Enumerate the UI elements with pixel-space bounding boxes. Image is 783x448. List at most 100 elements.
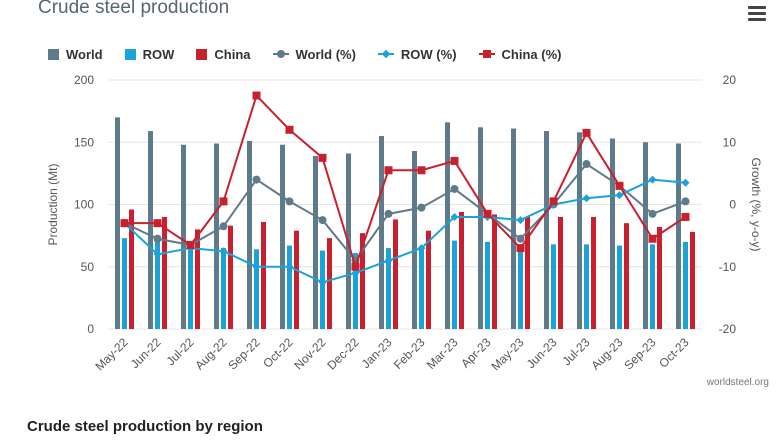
x-tick-label: Oct-23 bbox=[656, 335, 692, 371]
legend-swatch-china bbox=[196, 48, 208, 60]
marker-china-pct-feb-23 bbox=[417, 166, 426, 175]
marker-world-pct-nov-22 bbox=[318, 216, 327, 225]
bar-china-oct-22 bbox=[294, 230, 299, 329]
bar-world-jun-23 bbox=[544, 131, 549, 329]
marker-row-pct-may-23 bbox=[516, 216, 525, 225]
marker-china-pct-may-23 bbox=[516, 244, 525, 253]
legend-swatch-world bbox=[48, 48, 59, 60]
marker-row-pct-sep-22 bbox=[252, 262, 261, 271]
x-tick-label: May-22 bbox=[92, 335, 130, 373]
bar-row-aug-22 bbox=[221, 248, 226, 329]
bar-china-mar-23 bbox=[459, 211, 464, 329]
bar-row-apr-23 bbox=[485, 241, 490, 329]
marker-china-pct-may-22 bbox=[120, 219, 129, 228]
y-tick-label: 0 bbox=[87, 322, 94, 336]
credit-link[interactable]: worldsteel.org bbox=[706, 377, 769, 388]
bar-world-sep-22 bbox=[247, 141, 252, 329]
bar-row-aug-23 bbox=[617, 245, 622, 329]
bar-china-aug-22 bbox=[228, 225, 233, 329]
y-tick-label: 200 bbox=[74, 73, 94, 87]
legend-swatch-world-pct bbox=[272, 49, 289, 59]
chart-title: Crude steel production bbox=[38, 0, 230, 18]
y-tick-label: 150 bbox=[74, 135, 94, 149]
marker-china-pct-jun-23 bbox=[549, 197, 558, 206]
x-tick-label: Aug-22 bbox=[192, 335, 229, 372]
legend-item-china-pct[interactable]: China (%) bbox=[478, 47, 561, 62]
bar-world-nov-22 bbox=[313, 155, 318, 329]
y2-axis-title: Growth (%, y-o-y) bbox=[749, 157, 763, 251]
legend-label-world-pct: World (%) bbox=[295, 46, 356, 62]
line-row-pct bbox=[123, 178, 686, 284]
y-tick-label: 50 bbox=[81, 260, 95, 274]
bar-row-sep-23 bbox=[650, 244, 655, 329]
marker-world-pct-oct-23 bbox=[681, 197, 690, 206]
marker-china-pct-sep-22 bbox=[252, 91, 261, 100]
legend: World ROW China World (%) ROW (%) China … bbox=[48, 45, 583, 63]
marker-row-pct-sep-23 bbox=[648, 175, 657, 184]
bar-china-sep-23 bbox=[657, 226, 662, 329]
marker-world-pct-mar-23 bbox=[450, 184, 459, 193]
bar-china-apr-23 bbox=[492, 214, 497, 329]
marker-world-pct-sep-22 bbox=[252, 175, 261, 184]
x-tick-label: Mar-23 bbox=[424, 335, 461, 372]
marker-row-pct-feb-23 bbox=[417, 244, 426, 253]
marker-china-pct-aug-22 bbox=[219, 197, 228, 206]
marker-china-pct-oct-22 bbox=[285, 125, 294, 134]
marker-china-pct-dec-22 bbox=[351, 262, 360, 271]
bar-world-aug-22 bbox=[214, 143, 219, 329]
legend-item-row[interactable]: ROW bbox=[124, 46, 175, 62]
bar-china-sep-22 bbox=[261, 221, 266, 329]
section-heading: Crude steel production by region bbox=[27, 418, 263, 435]
bar-row-oct-22 bbox=[287, 245, 292, 329]
y2-tick-label: -20 bbox=[719, 322, 737, 336]
y-axis-title: Production (Mt) bbox=[46, 163, 60, 245]
x-tick-label: Nov-22 bbox=[291, 335, 328, 372]
marker-row-pct-mar-23 bbox=[450, 212, 459, 221]
x-tick-label: May-23 bbox=[488, 335, 526, 373]
marker-row-pct-jun-22 bbox=[153, 250, 162, 259]
line-world-pct bbox=[124, 163, 686, 262]
marker-world-pct-sep-23 bbox=[648, 209, 657, 218]
bar-row-feb-23 bbox=[419, 248, 424, 329]
legend-item-world[interactable]: World bbox=[48, 47, 103, 62]
bar-world-may-23 bbox=[511, 128, 516, 329]
bar-china-dec-22 bbox=[360, 233, 365, 329]
bar-row-jan-23 bbox=[386, 248, 391, 329]
legend-item-china[interactable]: China bbox=[196, 47, 251, 62]
y2-tick-label: -10 bbox=[719, 260, 737, 274]
y2-tick-label: 20 bbox=[723, 73, 737, 87]
legend-swatch-row bbox=[124, 48, 136, 60]
x-tick-label: Jun-22 bbox=[128, 335, 164, 371]
hamburger-menu-icon[interactable] bbox=[748, 6, 766, 22]
marker-china-pct-oct-23 bbox=[681, 212, 690, 221]
marker-world-pct-jul-23 bbox=[582, 160, 591, 169]
marker-china-pct-jul-22 bbox=[186, 240, 195, 249]
marker-row-pct-jan-23 bbox=[384, 256, 393, 265]
bar-china-feb-23 bbox=[426, 230, 431, 329]
bar-row-sep-22 bbox=[254, 249, 259, 329]
x-tick-label: Dec-22 bbox=[324, 335, 361, 372]
x-tick-label: Aug-23 bbox=[588, 335, 625, 372]
bar-china-nov-22 bbox=[327, 238, 332, 329]
bar-row-mar-23 bbox=[452, 240, 457, 329]
marker-china-pct-jan-23 bbox=[384, 166, 393, 175]
x-tick-label: Sep-22 bbox=[225, 335, 262, 372]
marker-row-pct-dec-22 bbox=[351, 268, 360, 277]
bar-china-oct-23 bbox=[690, 231, 695, 329]
legend-label-row: ROW bbox=[142, 46, 175, 62]
bar-row-jun-23 bbox=[551, 244, 556, 329]
legend-item-world-pct[interactable]: World (%) bbox=[272, 46, 356, 62]
bar-world-may-22 bbox=[115, 117, 120, 329]
bar-world-jul-23 bbox=[577, 132, 582, 329]
marker-row-pct-oct-22 bbox=[285, 262, 294, 271]
bar-china-jul-23 bbox=[591, 216, 596, 329]
bar-world-oct-23 bbox=[676, 143, 681, 329]
bar-world-oct-22 bbox=[280, 144, 285, 329]
bar-row-oct-23 bbox=[683, 241, 688, 329]
y2-tick-label: 0 bbox=[729, 198, 736, 212]
marker-row-pct-nov-22 bbox=[318, 278, 327, 287]
x-tick-label: Apr-23 bbox=[458, 335, 494, 371]
legend-item-row-pct[interactable]: ROW (%) bbox=[377, 47, 457, 62]
bar-china-may-23 bbox=[525, 216, 530, 329]
